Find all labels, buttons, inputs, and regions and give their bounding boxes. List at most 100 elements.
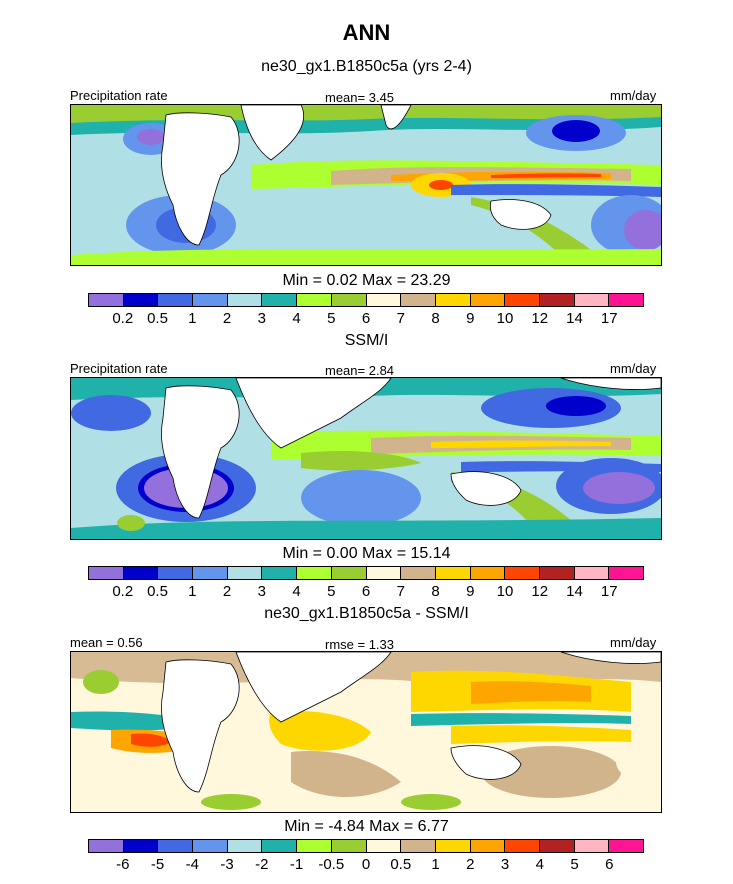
colorbar-tick-label: 0.5 [390, 856, 412, 873]
colorbar-tick-label: 10 [496, 583, 514, 600]
colorbar-swatch [331, 840, 367, 852]
colorbar-swatch [505, 567, 540, 579]
panel-3-units-label: mm/day [610, 635, 657, 650]
colorbar-tick-label: 5 [570, 856, 579, 873]
colorbar-tick-label: 4 [292, 583, 301, 600]
colorbar-tick-label: 17 [600, 310, 618, 327]
colorbar-tick-label: 2 [222, 583, 232, 600]
colorbar-swatch [123, 840, 159, 852]
colorbar-swatch [297, 294, 332, 306]
colorbar-swatch [574, 840, 610, 852]
colorbar-tick-label: 5 [327, 310, 336, 327]
colorbar-tick-label: 7 [396, 583, 405, 600]
colorbar-swatch [193, 294, 228, 306]
panel-3-map [70, 651, 662, 813]
colorbar-tick-label: 12 [531, 583, 549, 600]
colorbar-swatch [193, 840, 228, 852]
colorbar-swatch [470, 294, 506, 306]
colorbar-swatch [262, 567, 298, 579]
colorbar-swatch [227, 294, 263, 306]
colorbar-tick-label: 6 [605, 856, 614, 873]
panel-1-min-max: Min = 0.02 Max = 23.29 [282, 272, 451, 289]
colorbar-tick-label: 1 [431, 856, 440, 873]
colorbar-tick-label: 4 [535, 856, 544, 873]
panel-1-colorbar-ticks: 0.2 0.5 1 2 3 4 5 6 7 8 9 10 12 14 17 [88, 310, 644, 327]
panel-3-mean-label: mean = 0.56 [70, 635, 143, 650]
colorbar-swatch [123, 567, 159, 579]
panel-3-rmse-label: rmse = 1.33 [325, 637, 395, 652]
colorbar-swatch [331, 567, 367, 579]
panel-2-units-label: mm/day [610, 361, 657, 376]
panel-2-colorbar-ticks: 0.2 0.5 1 2 3 4 5 6 7 8 9 10 12 14 17 [88, 583, 644, 600]
panel-1-colorbar [88, 293, 644, 307]
colorbar-swatch [435, 567, 471, 579]
panel-1-mean-label: mean= 3.45 [325, 90, 395, 105]
colorbar-tick-label: 0.5 [147, 310, 168, 327]
colorbar-swatch [539, 294, 575, 306]
figure-title: ANN [342, 20, 391, 45]
panel-1-map [70, 104, 662, 266]
panel-3-min-max: Min = -4.84 Max = 6.77 [284, 818, 449, 835]
panel-1-title: ne30_gx1.B1850c5a (yrs 2-4) [261, 58, 472, 75]
colorbar-tick-label: 5 [327, 583, 336, 600]
colorbar-tick-label: 4 [292, 310, 301, 327]
colorbar-tick-label: -5 [150, 856, 165, 873]
colorbar-swatch [401, 567, 436, 579]
colorbar-swatch [262, 840, 298, 852]
colorbar-swatch [89, 294, 124, 306]
colorbar-swatch [539, 567, 575, 579]
colorbar-tick-label: 10 [496, 310, 514, 327]
colorbar-tick-label: -6 [116, 856, 130, 873]
colorbar-swatch [505, 840, 540, 852]
panel-3-colorbar-ticks: -6 -5 -4 -3 -2 -1 -0.5 0 0.5 1 2 3 4 5 6 [88, 856, 644, 873]
colorbar-swatch [401, 840, 436, 852]
colorbar-swatch [89, 567, 124, 579]
colorbar-tick-label: 7 [396, 310, 405, 327]
panel-2-map [70, 377, 662, 540]
colorbar-tick-label: 0 [361, 856, 371, 873]
panel-1-units-label: mm/day [610, 88, 657, 103]
colorbar-swatch [366, 840, 402, 852]
colorbar-swatch [505, 294, 540, 306]
panel-2-variable-label: Precipitation rate [70, 361, 168, 376]
colorbar-swatch [470, 840, 506, 852]
colorbar-tick-label: 8 [431, 583, 440, 600]
colorbar-tick-label: 0.2 [112, 583, 134, 600]
colorbar-swatch [193, 567, 228, 579]
colorbar-tick-label: 9 [466, 310, 475, 327]
panel-3-colorbar [88, 839, 644, 853]
panel-1-variable-label: Precipitation rate [70, 88, 168, 103]
panel-2-mean-label: mean= 2.84 [325, 363, 395, 378]
colorbar-tick-label: -4 [185, 856, 199, 873]
colorbar-tick-label: 14 [566, 310, 583, 327]
colorbar-swatch [435, 840, 471, 852]
colorbar-tick-label: 1 [188, 310, 197, 327]
colorbar-swatch [262, 294, 298, 306]
colorbar-tick-label: 2 [222, 310, 232, 327]
colorbar-swatch [227, 567, 263, 579]
colorbar-tick-label: 17 [600, 583, 618, 600]
colorbar-swatch [158, 567, 194, 579]
panel-2-title: SSM/I [344, 332, 389, 349]
colorbar-tick-label: -3 [220, 856, 234, 873]
colorbar-swatch [574, 294, 610, 306]
colorbar-swatch [227, 840, 263, 852]
colorbar-swatch [89, 840, 124, 852]
colorbar-swatch [401, 294, 436, 306]
colorbar-swatch [297, 567, 332, 579]
colorbar-tick-label: 3 [500, 856, 510, 873]
colorbar-tick-label: 1 [188, 583, 197, 600]
colorbar-tick-label: -2 [255, 856, 269, 873]
colorbar-swatch [331, 294, 367, 306]
colorbar-swatch [435, 294, 471, 306]
panel-3-title: ne30_gx1.B1850c5a - SSM/I [264, 605, 469, 622]
colorbar-tick-label: 8 [431, 310, 440, 327]
colorbar-swatch [470, 567, 506, 579]
colorbar-swatch [609, 840, 643, 852]
colorbar-tick-label: 3 [257, 310, 266, 327]
panel-2-colorbar [88, 566, 644, 580]
colorbar-tick-label: -0.5 [318, 856, 345, 873]
colorbar-swatch [609, 567, 643, 579]
colorbar-swatch [574, 567, 610, 579]
colorbar-swatch [297, 840, 332, 852]
